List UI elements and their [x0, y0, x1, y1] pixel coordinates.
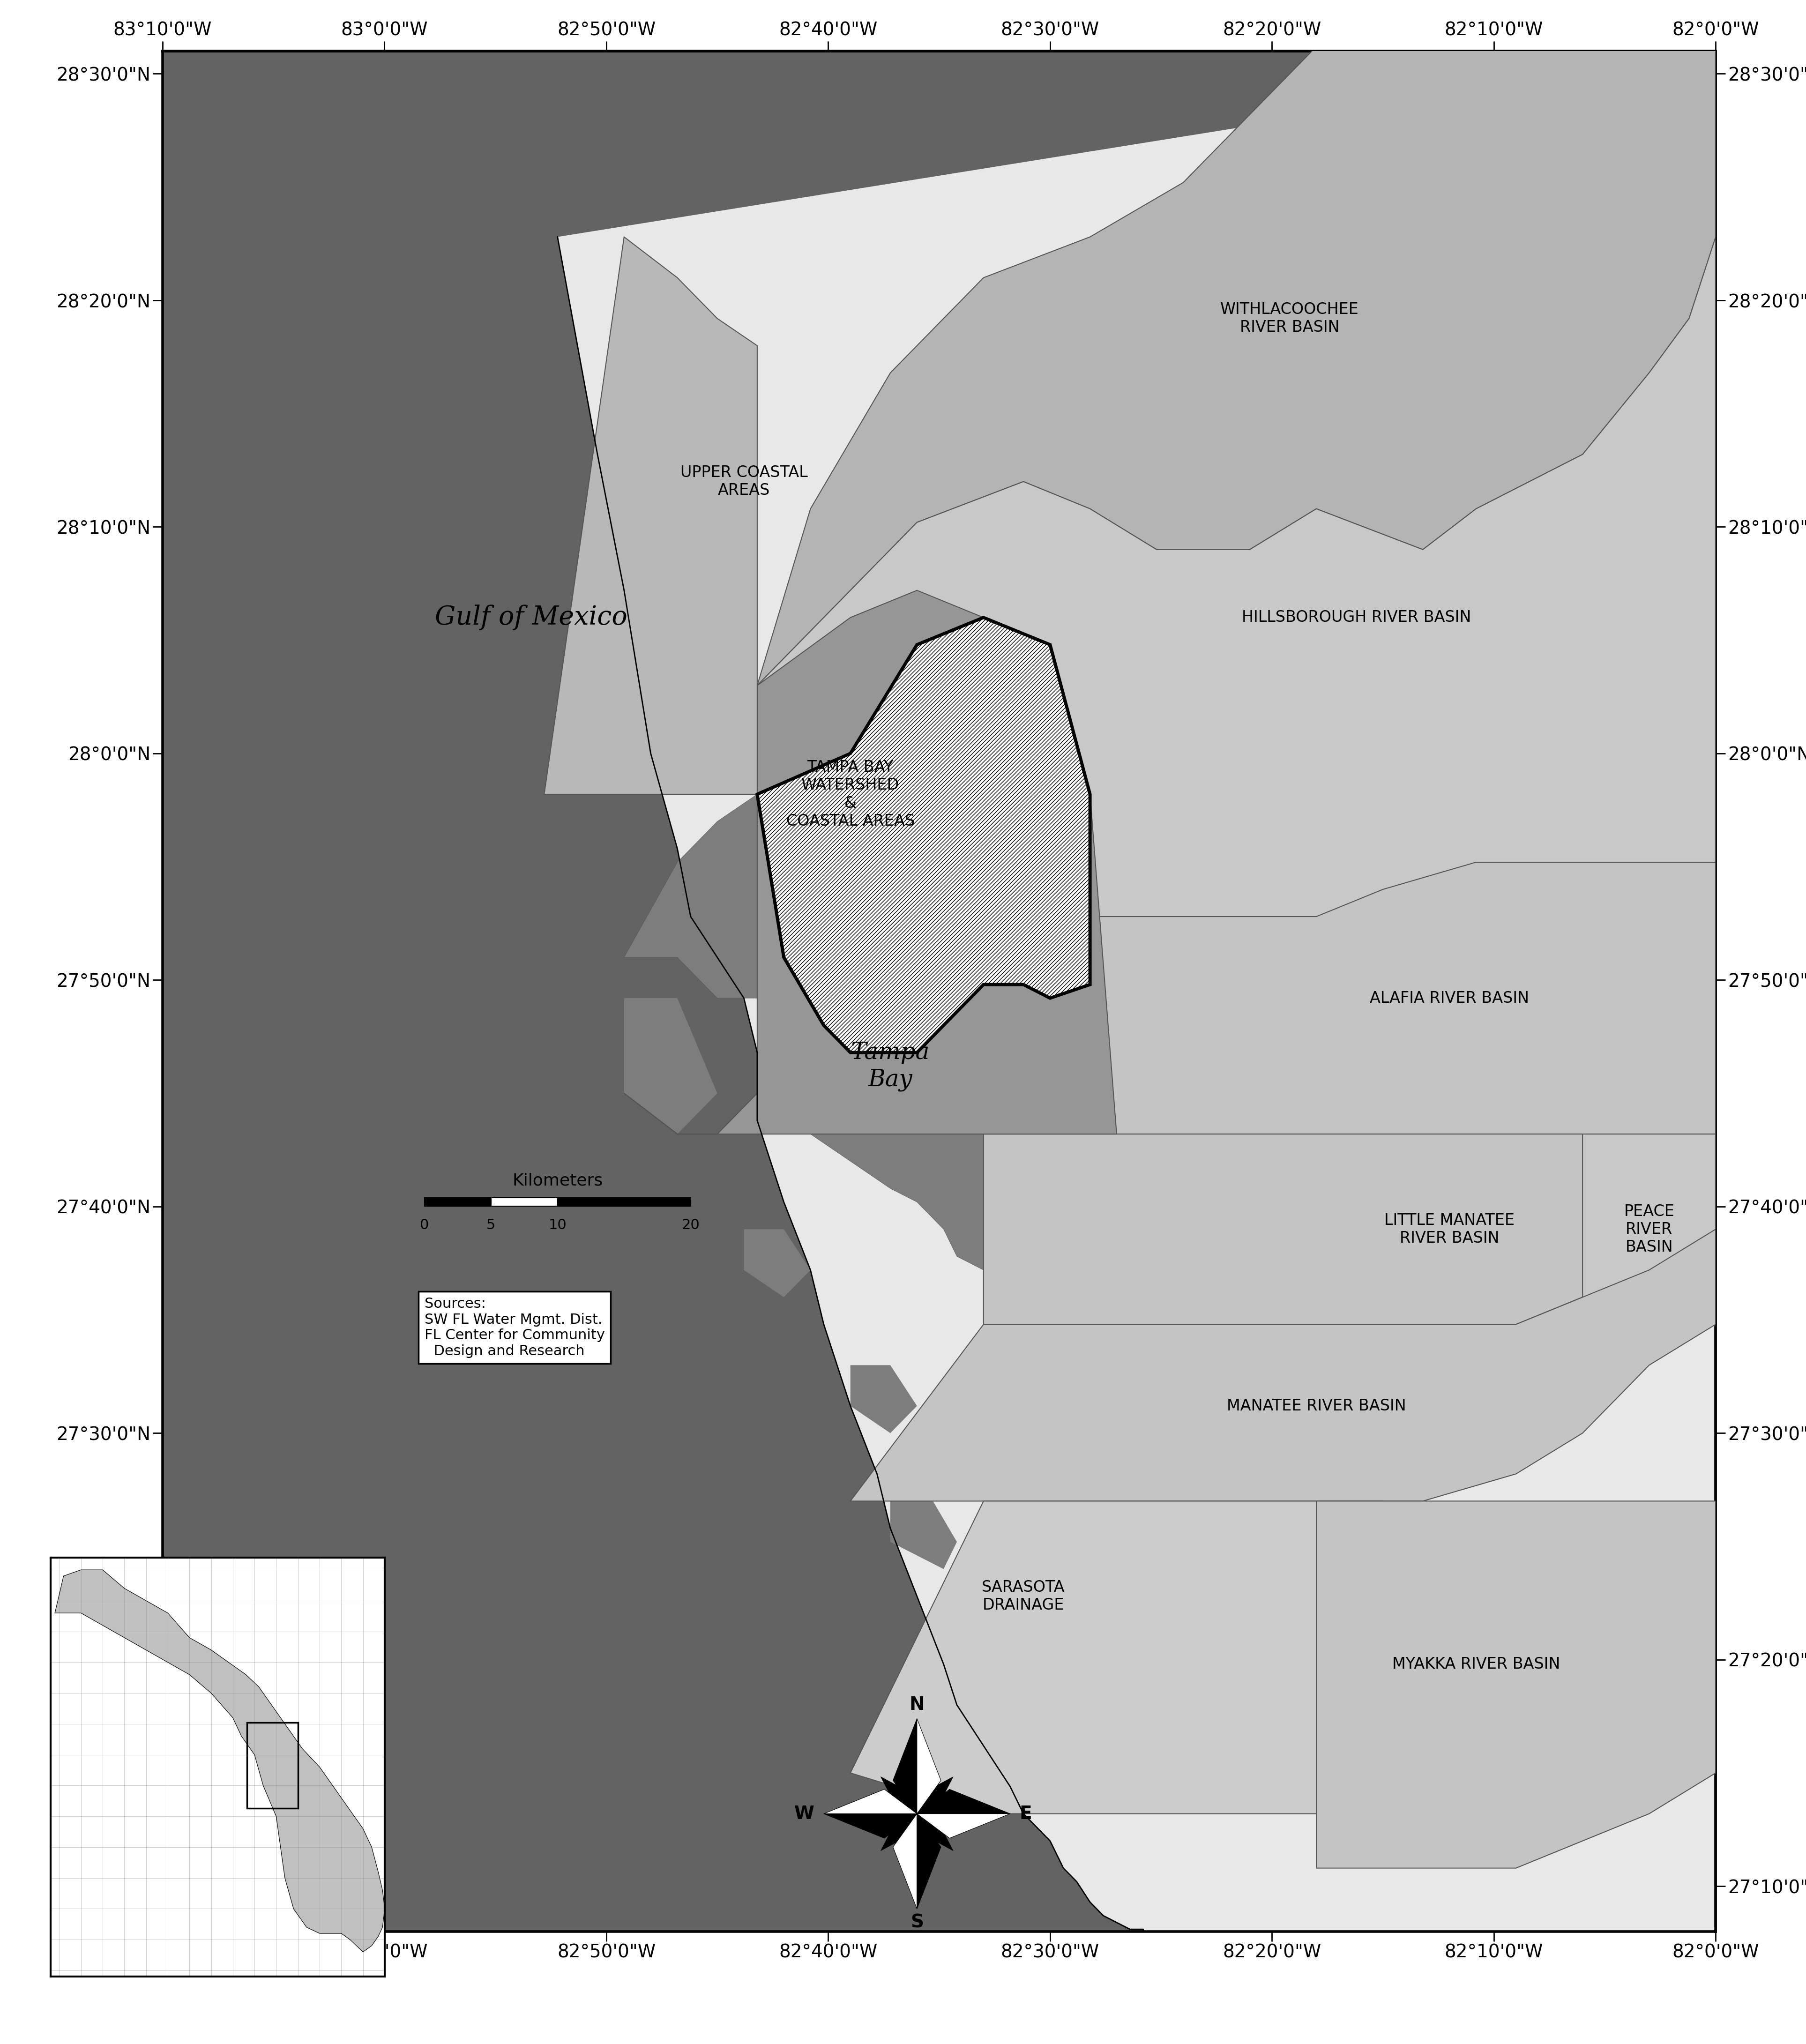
Polygon shape [1582, 1134, 1716, 1325]
Text: WITHLACOOCHEE
RIVER BASIN: WITHLACOOCHEE RIVER BASIN [1221, 303, 1360, 335]
Polygon shape [824, 1813, 917, 1838]
Polygon shape [744, 1228, 811, 1298]
Text: MYAKKA RIVER BASIN: MYAKKA RIVER BASIN [1392, 1656, 1560, 1672]
Polygon shape [851, 1500, 1383, 1813]
Text: TAMPA BAY
WATERSHED
&
COASTAL AREAS: TAMPA BAY WATERSHED & COASTAL AREAS [786, 760, 914, 828]
Polygon shape [984, 863, 1716, 1188]
Polygon shape [851, 1365, 917, 1433]
Polygon shape [625, 795, 1049, 1325]
Text: Tampa
Bay: Tampa Bay [851, 1040, 930, 1091]
Text: SARASOTA
DRAINAGE: SARASOTA DRAINAGE [982, 1580, 1066, 1613]
Polygon shape [757, 617, 1091, 1053]
Polygon shape [881, 1776, 928, 1825]
Text: Sources:
SW FL Water Mgmt. Dist.
FL Center for Community
  Design and Research: Sources: SW FL Water Mgmt. Dist. FL Cent… [424, 1298, 605, 1357]
Polygon shape [881, 1803, 928, 1850]
Polygon shape [917, 1719, 941, 1813]
Polygon shape [625, 591, 1116, 1134]
Text: PEACE
RIVER
BASIN: PEACE RIVER BASIN [1624, 1204, 1674, 1255]
Polygon shape [917, 1813, 1010, 1838]
Text: Gulf of Mexico: Gulf of Mexico [435, 605, 627, 630]
Polygon shape [558, 51, 1716, 1936]
Text: 5: 5 [486, 1218, 495, 1233]
Text: HILLSBOROUGH RIVER BASIN: HILLSBOROUGH RIVER BASIN [1241, 609, 1470, 625]
Text: Kilometers: Kilometers [513, 1173, 603, 1188]
Text: W: W [795, 1805, 815, 1823]
Polygon shape [851, 1228, 1716, 1500]
Text: MANATEE RIVER BASIN: MANATEE RIVER BASIN [1226, 1398, 1407, 1414]
Text: 0: 0 [419, 1218, 430, 1233]
Polygon shape [757, 237, 1716, 1188]
Polygon shape [943, 1596, 1010, 1664]
Text: S: S [910, 1913, 923, 1932]
Bar [558, 1198, 690, 1206]
Bar [424, 1198, 491, 1206]
Polygon shape [1317, 1500, 1716, 1868]
Polygon shape [905, 1803, 954, 1850]
Text: 10: 10 [549, 1218, 567, 1233]
Bar [247, 1723, 298, 1809]
Polygon shape [544, 237, 757, 795]
Text: E: E [1019, 1805, 1031, 1823]
Polygon shape [917, 1813, 941, 1909]
Polygon shape [984, 1134, 1716, 1325]
Text: ALAFIA RIVER BASIN: ALAFIA RIVER BASIN [1369, 991, 1530, 1006]
Polygon shape [54, 1570, 385, 1952]
Text: N: N [908, 1697, 925, 1713]
Polygon shape [892, 1719, 917, 1813]
Text: 20: 20 [681, 1218, 699, 1233]
Polygon shape [824, 1788, 917, 1813]
Polygon shape [625, 997, 717, 1134]
Bar [491, 1198, 558, 1206]
Text: LITTLE MANATEE
RIVER BASIN: LITTLE MANATEE RIVER BASIN [1383, 1212, 1515, 1247]
Polygon shape [892, 1813, 917, 1909]
Polygon shape [757, 47, 1716, 685]
Polygon shape [890, 1474, 957, 1570]
Polygon shape [917, 1788, 1010, 1813]
Text: UPPER COASTAL
AREAS: UPPER COASTAL AREAS [681, 464, 807, 499]
Polygon shape [905, 1776, 954, 1825]
